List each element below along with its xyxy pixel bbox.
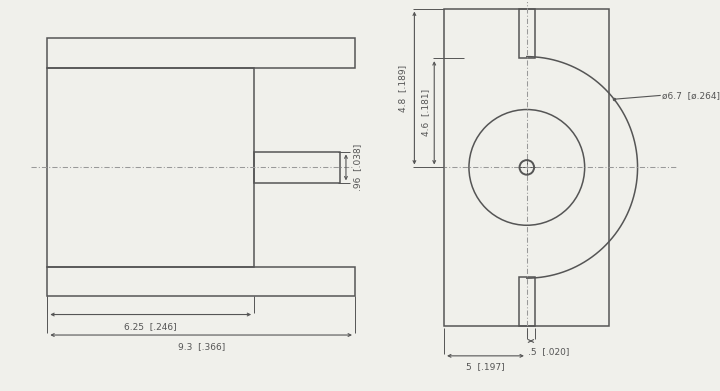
Text: 4.6  [.181]: 4.6 [.181] [421,89,431,136]
Bar [518,276,535,326]
Bar [48,38,355,68]
Bar [254,152,340,183]
Text: 9.3  [.366]: 9.3 [.366] [178,342,225,351]
Text: 4.8  [.189]: 4.8 [.189] [398,65,407,111]
Bar [48,267,355,296]
Text: .96  [.038]: .96 [.038] [354,144,362,191]
Text: 5  [.197]: 5 [.197] [466,362,505,371]
Bar [444,9,609,326]
Bar [518,9,535,58]
Text: ø6.7  [ø.264]: ø6.7 [ø.264] [662,91,720,100]
Text: .5  [.020]: .5 [.020] [528,347,570,356]
Bar [48,68,254,267]
Text: 6.25  [.246]: 6.25 [.246] [125,322,177,331]
